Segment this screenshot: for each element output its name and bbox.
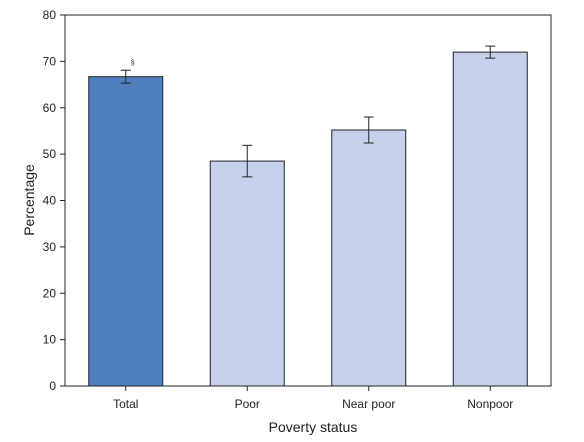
x-tick-label: Total — [113, 397, 138, 411]
annotations: § — [131, 60, 135, 67]
bar-total — [88, 76, 164, 387]
error-bar-total — [120, 69, 131, 84]
x-tick-label: Poor — [235, 397, 260, 411]
y-tick-label: 60 — [43, 101, 57, 115]
bar-poor — [209, 160, 285, 387]
y-tick-label: 30 — [43, 240, 57, 254]
x-tick-label: Nonpoor — [467, 397, 513, 411]
y-axis: 0 10 20 30 40 50 60 70 80 — [43, 8, 65, 393]
y-tick-label: 0 — [49, 379, 56, 393]
y-tick-label: 10 — [43, 333, 57, 347]
error-bar-near-poor — [363, 116, 374, 144]
error-bar-poor — [242, 144, 253, 178]
bar-series — [88, 51, 528, 387]
y-tick-label: 50 — [43, 147, 57, 161]
y-tick-label: 20 — [43, 286, 57, 300]
x-axis: Total Poor Near poor Nonpoor — [113, 386, 513, 411]
x-axis-title: Poverty status — [269, 419, 358, 435]
bar-near-poor — [331, 129, 407, 387]
y-tick-label: 80 — [43, 8, 57, 22]
bar-nonpoor — [452, 51, 528, 387]
annotation-mark: § — [131, 60, 135, 67]
y-tick-label: 70 — [43, 54, 57, 68]
y-tick-label: 40 — [43, 194, 57, 208]
error-bar-nonpoor — [485, 45, 496, 59]
y-axis-title: Percentage — [21, 164, 37, 236]
x-tick-label: Near poor — [342, 397, 395, 411]
error-bars — [120, 45, 496, 178]
